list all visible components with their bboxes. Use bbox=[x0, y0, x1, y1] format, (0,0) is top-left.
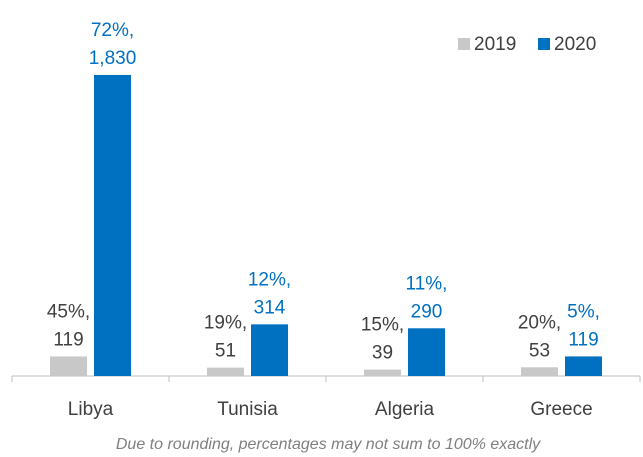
x-tick-label: Libya bbox=[68, 399, 114, 420]
data-label: 72%, 1,830 bbox=[89, 20, 137, 69]
bar bbox=[364, 369, 401, 376]
bar bbox=[521, 367, 558, 376]
x-tick-label: Algeria bbox=[375, 399, 435, 420]
bar bbox=[50, 356, 87, 376]
legend-swatch bbox=[458, 38, 470, 50]
legend-swatch bbox=[538, 38, 550, 50]
data-label: 12%, 314 bbox=[248, 269, 291, 318]
data-label: 11%, 290 bbox=[406, 273, 448, 322]
bar bbox=[565, 356, 602, 376]
data-label: 45%, 119 bbox=[47, 301, 90, 350]
bar bbox=[251, 324, 288, 376]
data-label: 19%, 51 bbox=[204, 313, 247, 362]
bar bbox=[408, 328, 445, 376]
data-label: 15%, 39 bbox=[361, 315, 404, 364]
bar bbox=[94, 74, 131, 376]
footnote: Due to rounding, percentages may not sum… bbox=[116, 436, 541, 453]
data-label: 20%, 53 bbox=[518, 312, 561, 361]
legend-label: 2019 bbox=[474, 34, 516, 55]
data-label: 5%, 119 bbox=[567, 301, 600, 350]
legend-label: 2020 bbox=[554, 34, 596, 55]
x-tick-label: Tunisia bbox=[217, 399, 278, 420]
bar bbox=[207, 367, 244, 376]
x-tick-label: Greece bbox=[530, 399, 592, 420]
